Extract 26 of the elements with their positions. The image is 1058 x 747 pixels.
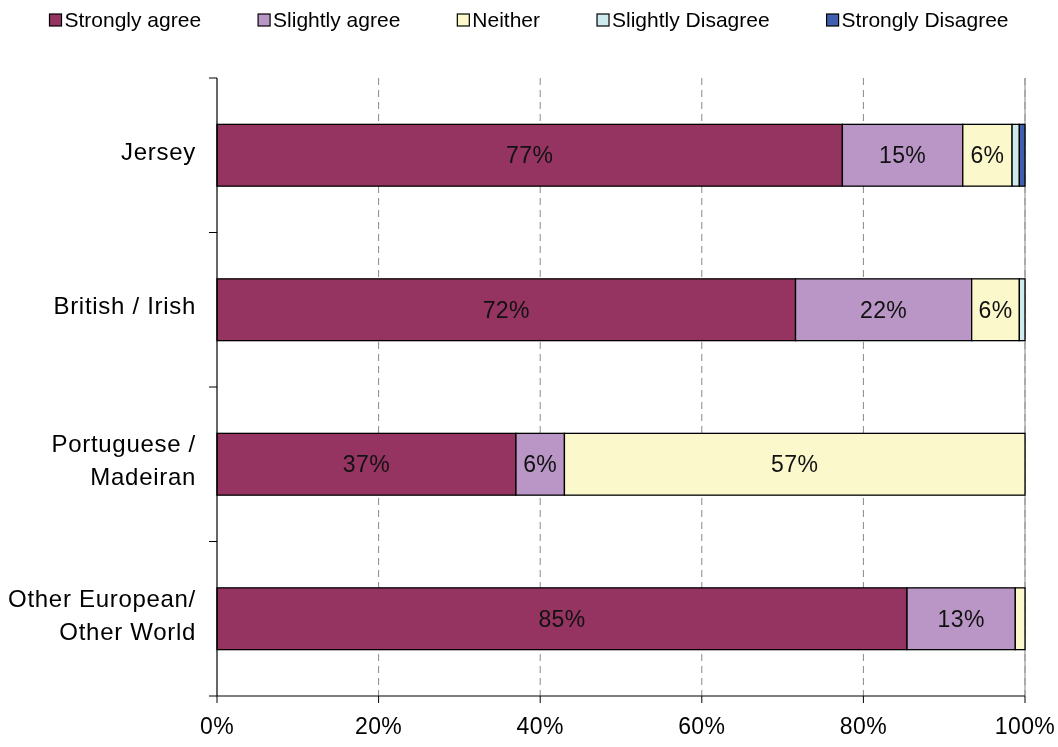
x-tick-label: 60% — [678, 713, 726, 740]
data-label: 22% — [859, 296, 908, 323]
y-tick-label: Portuguese / Madeiran — [51, 430, 196, 491]
x-tick-label: 100% — [994, 713, 1056, 740]
legend-label: Neither — [472, 8, 541, 32]
y-tick-label: Other European/ Other World — [8, 584, 196, 645]
legend-label: Slightly agree — [273, 8, 401, 32]
legend-label: Strongly Disagree — [841, 8, 1009, 32]
legend-label: Strongly agree — [64, 8, 202, 32]
legend-label: Slightly Disagree — [612, 8, 770, 32]
data-label: 72% — [482, 296, 530, 323]
data-label: 6% — [978, 296, 1013, 323]
y-tick-label: Jersey — [121, 137, 196, 165]
x-tick-label: 0% — [199, 713, 235, 740]
data-label: 37% — [342, 451, 391, 478]
y-tick-label: British / Irish — [53, 292, 196, 320]
data-label: 85% — [538, 605, 586, 632]
data-label: 6% — [523, 451, 558, 478]
x-tick-label: 80% — [839, 713, 888, 740]
x-tick-label: 40% — [516, 713, 564, 740]
data-label: 13% — [937, 605, 985, 632]
data-label: 77% — [506, 142, 554, 169]
data-label: 6% — [970, 142, 1005, 169]
x-tick-label: 20% — [354, 713, 403, 740]
data-label: 57% — [771, 451, 819, 478]
data-label: 15% — [878, 142, 927, 169]
